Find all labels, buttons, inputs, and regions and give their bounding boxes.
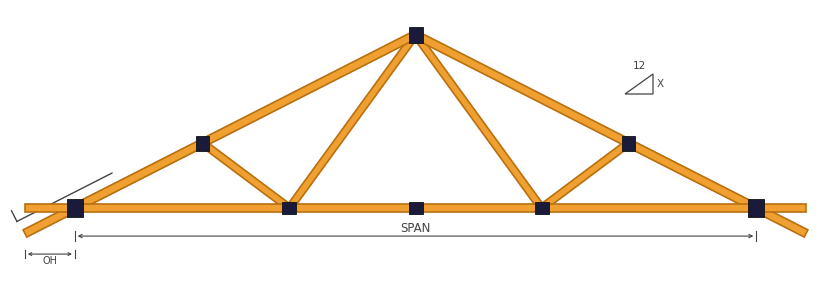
Polygon shape (25, 204, 806, 212)
Polygon shape (539, 140, 631, 211)
Bar (534, 202, 548, 214)
Polygon shape (200, 140, 292, 211)
Polygon shape (627, 140, 758, 211)
Bar (196, 136, 209, 151)
Bar (409, 202, 422, 214)
Polygon shape (287, 33, 419, 210)
Polygon shape (23, 31, 417, 237)
Bar (66, 199, 83, 217)
Bar (622, 136, 635, 151)
Bar (283, 202, 297, 214)
Bar (409, 27, 422, 43)
Text: 12: 12 (632, 61, 646, 71)
Text: SPAN: SPAN (401, 222, 430, 235)
Bar (748, 199, 765, 217)
Polygon shape (73, 140, 204, 211)
Text: X: X (657, 79, 664, 89)
Text: OH: OH (42, 256, 57, 266)
Polygon shape (412, 33, 544, 210)
Polygon shape (414, 31, 808, 237)
